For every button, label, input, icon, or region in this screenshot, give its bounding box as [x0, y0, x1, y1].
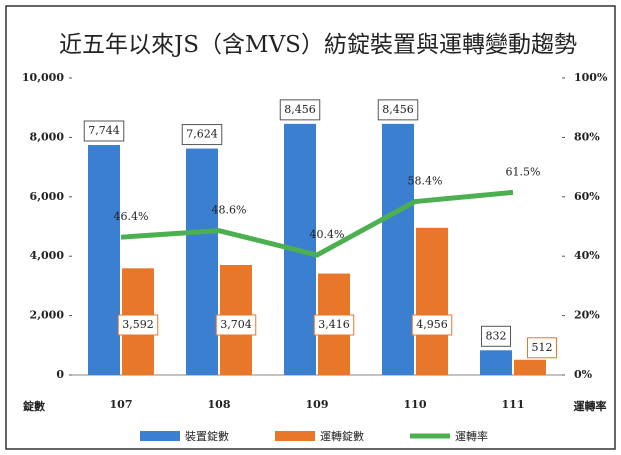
y-tick-label: 6,000 [30, 190, 65, 203]
y-tick-label: 10,000 [22, 71, 64, 84]
bar [88, 145, 120, 375]
data-label: 7,744 [88, 124, 120, 137]
y2-tick-label: 60% [574, 190, 600, 203]
data-label-box [313, 314, 355, 336]
legend-label: 裝置錠數 [185, 429, 229, 443]
line-series [120, 189, 514, 258]
x-tick-label: 111 [502, 398, 525, 411]
data-label: 4,956 [416, 318, 448, 331]
data-label: 58.4% [408, 175, 443, 188]
data-label-box [181, 124, 223, 146]
y-tick-label: 4,000 [30, 249, 65, 262]
data-label: 8,456 [382, 103, 414, 116]
data-label: 512 [532, 341, 553, 354]
bar [514, 359, 546, 375]
y-tick-label: 0 [56, 368, 64, 381]
x-tick-label: 108 [208, 398, 231, 411]
y2-tick-label: 40% [574, 249, 600, 262]
data-label: 61.5% [506, 165, 541, 178]
data-label-box [117, 314, 159, 336]
y2-tick-label: 80% [574, 130, 600, 143]
data-label: 8,456 [284, 103, 316, 116]
x-tick-label: 107 [110, 398, 133, 411]
data-label-box [83, 120, 125, 142]
y2-tick-label: 20% [574, 309, 600, 322]
legend-swatch [275, 431, 315, 441]
y2-axis-label: 運轉率 [574, 399, 607, 413]
bar [480, 350, 512, 375]
data-label: 7,624 [186, 128, 218, 141]
chart-title: 近五年以來JS（含MVS）紡錠裝置與運轉變動趨勢 [59, 32, 577, 58]
data-label: 3,416 [318, 318, 350, 331]
y2-tick-label: 0% [574, 368, 593, 381]
data-label-box [377, 99, 419, 121]
data-label: 48.6% [212, 204, 247, 217]
data-label: 832 [486, 329, 507, 342]
data-label-box [527, 337, 557, 359]
y-tick-label: 8,000 [30, 130, 65, 143]
legend-label: 運轉錠數 [320, 429, 364, 443]
bar [186, 148, 218, 375]
data-label-box [279, 99, 321, 121]
bar [416, 227, 448, 375]
legend-swatch [140, 431, 180, 441]
x-tick-label: 109 [306, 398, 329, 411]
y-tick-label: 2,000 [30, 309, 65, 322]
data-label: 40.4% [310, 228, 345, 241]
data-label-box [481, 325, 511, 347]
x-tick-label: 110 [404, 398, 427, 411]
legend-label: 運轉率 [455, 429, 488, 443]
y-axis-label: 錠數 [23, 399, 45, 413]
data-label: 46.4% [114, 210, 149, 223]
data-label-box [411, 314, 453, 336]
data-label-box [215, 314, 257, 336]
bar [382, 123, 414, 375]
data-label: 3,592 [122, 318, 154, 331]
data-label: 3,704 [220, 318, 252, 331]
y2-tick-label: 100% [574, 71, 608, 84]
